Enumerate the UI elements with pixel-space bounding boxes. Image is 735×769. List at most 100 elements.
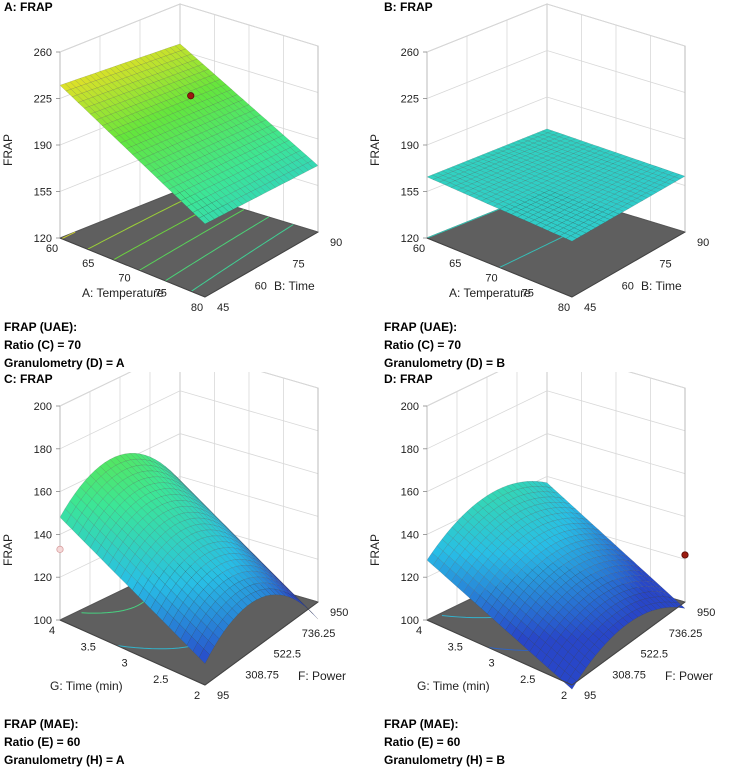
- axis-edges: [426, 388, 686, 686]
- x-axis-line: [426, 237, 573, 298]
- chart-title: A: FRAP: [4, 0, 53, 14]
- y-tick-label: 60: [622, 280, 634, 292]
- z-tick-label: 120: [34, 233, 52, 245]
- z-tick-label: 200: [34, 401, 52, 413]
- z-tick-label: 120: [401, 572, 419, 584]
- surface-chart-d: 100 120 140 160 180 200 4 3.5 3 2.5 2 95 308.75 522.5…: [368, 372, 715, 702]
- z-tick-label: 190: [401, 140, 419, 152]
- caption: FRAP (MAE): Ratio (E) = 60 Granulometry …: [384, 715, 505, 769]
- chart-panel-d: D: FRAP 100 120 140 160 180 200 4 3.5 3 2.5 2 95 308…: [367, 372, 734, 767]
- y-tick-label: 736.25: [669, 628, 703, 640]
- x-tick-label: 2.5: [520, 674, 535, 686]
- z-tick-label: 140: [401, 529, 419, 541]
- x-axis-title: A: Temperature: [82, 286, 164, 300]
- caption-line: FRAP (UAE):: [4, 320, 78, 334]
- caption-line: Ratio (C) = 70: [4, 338, 82, 352]
- z-tick-label: 100: [401, 615, 419, 627]
- chart-title: C: FRAP: [4, 372, 53, 386]
- surface-cell: [565, 235, 577, 242]
- surface-chart-a: 120 155 190 225 260 60 65 70 75 80 45 60 75 90 FRAP A: …: [1, 3, 342, 314]
- surface-chart-c: 100 120 140 160 180 200 4 3.5 3 2.5 2 95 308.75 522.5…: [1, 372, 348, 702]
- y-axis-line: [204, 601, 319, 686]
- caption-line: Ratio (C) = 70: [384, 338, 462, 352]
- floor-contour: [87, 194, 196, 250]
- y-axis-title: B: Time: [274, 279, 315, 293]
- x-tick-label: 3: [488, 658, 494, 670]
- chart-panel-c: C: FRAP 100 120 140 160 180 200 4 3.5 3 2.5 2 95 308…: [0, 372, 367, 767]
- wall-gridline: [426, 372, 686, 407]
- y-tick-label: 522.5: [274, 649, 302, 661]
- surface-cell: [198, 648, 210, 664]
- response-surface: [426, 128, 686, 242]
- y-axis-line: [204, 231, 319, 298]
- y-axis-title: B: Time: [641, 279, 682, 293]
- y-tick-label: 90: [697, 237, 709, 249]
- caption-line: Ratio (E) = 60: [384, 735, 461, 749]
- response-surface: [59, 43, 319, 225]
- x-tick-label: 3: [121, 658, 127, 670]
- floor-contour: [165, 216, 269, 282]
- z-tick-label: 225: [34, 94, 52, 106]
- caption-line: FRAP (MAE):: [4, 717, 79, 731]
- axis-labels: 120 155 190 225 260 60 65 70 75 80 45 60 75 90 FRAP A: …: [368, 47, 709, 314]
- x-tick-label: 4: [416, 625, 422, 637]
- x-axis-title: G: Time (min): [50, 679, 123, 693]
- design-points: [681, 551, 689, 559]
- x-tick-label: 65: [449, 258, 461, 270]
- x-axis-line: [59, 619, 206, 686]
- chart-title: B: FRAP: [384, 0, 433, 14]
- z-tick-label: 160: [34, 487, 52, 499]
- y-tick-label: 736.25: [302, 628, 336, 640]
- wall-gridline: [59, 372, 319, 407]
- response-surface: [59, 453, 319, 664]
- response-surface: [426, 481, 686, 690]
- axis-labels: 120 155 190 225 260 60 65 70 75 80 45 60 75 90 FRAP A: …: [1, 47, 342, 314]
- x-tick-label: 60: [413, 243, 425, 255]
- caption-line: Granulometry (D) = B: [384, 356, 506, 370]
- axis-labels: 100 120 140 160 180 200 4 3.5 3 2.5 2 95 308.75 522.5…: [1, 401, 348, 702]
- floor-contour: [139, 209, 245, 271]
- caption: FRAP (MAE): Ratio (E) = 60 Granulometry …: [4, 715, 125, 769]
- y-tick-label: 308.75: [612, 669, 646, 681]
- y-tick-label: 60: [255, 280, 267, 292]
- x-tick-label: 75: [522, 287, 534, 299]
- x-tick-label: 80: [191, 302, 203, 314]
- x-tick-label: 4: [49, 625, 55, 637]
- z-tick-label: 120: [34, 572, 52, 584]
- caption-line: Granulometry (H) = B: [384, 753, 506, 767]
- caption: FRAP (UAE): Ratio (C) = 70 Granulometry …: [4, 318, 125, 372]
- caption-line: Granulometry (H) = A: [4, 753, 125, 767]
- x-tick-label: 3.5: [81, 641, 96, 653]
- caption-line: Granulometry (D) = A: [4, 356, 125, 370]
- y-tick-label: 308.75: [245, 669, 279, 681]
- y-axis-line: [571, 231, 686, 298]
- z-axis-title: FRAP: [1, 534, 15, 566]
- x-tick-label: 80: [558, 302, 570, 314]
- x-tick-label: 2: [561, 690, 567, 702]
- x-axis-line: [426, 619, 573, 686]
- z-tick-label: 200: [401, 401, 419, 413]
- x-tick-label: 70: [118, 273, 130, 285]
- x-tick-label: 70: [485, 273, 497, 285]
- y-tick-label: 75: [292, 259, 304, 271]
- z-tick-label: 180: [34, 444, 52, 456]
- x-tick-label: 75: [155, 287, 167, 299]
- y-tick-label: 45: [217, 302, 229, 314]
- wall-gridline: [59, 390, 319, 450]
- z-axis-title: FRAP: [1, 134, 15, 166]
- chart-panel-a: A: FRAP 120 155 190 225 260 60 65 70 75 80 45 60 75 9…: [0, 0, 367, 384]
- z-tick-label: 180: [401, 444, 419, 456]
- z-tick-label: 190: [34, 140, 52, 152]
- z-tick-label: 225: [401, 94, 419, 106]
- x-tick-label: 65: [82, 258, 94, 270]
- y-tick-label: 90: [330, 237, 342, 249]
- z-tick-label: 155: [34, 187, 52, 199]
- x-tick-label: 3.5: [448, 641, 463, 653]
- design-point: [187, 92, 195, 100]
- z-tick-label: 100: [34, 615, 52, 627]
- y-tick-label: 95: [584, 690, 596, 702]
- y-axis-title: F: Power: [298, 669, 346, 683]
- x-tick-label: 2.5: [153, 674, 168, 686]
- x-axis-line: [59, 237, 206, 298]
- z-tick-label: 120: [401, 233, 419, 245]
